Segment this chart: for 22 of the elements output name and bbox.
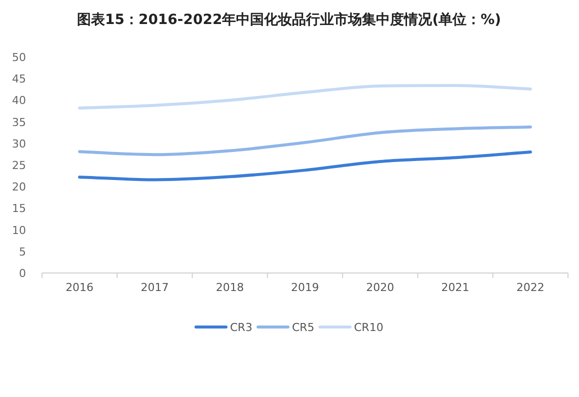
y-tick-label: 10 [12,224,26,237]
y-tick-label: 5 [19,245,26,258]
legend-label: CR3 [230,321,252,334]
x-tick-label: 2016 [66,281,94,294]
y-tick-label: 50 [12,51,26,64]
y-tick-label: 25 [12,159,26,172]
x-tick-label: 2017 [140,281,169,294]
x-tick-label: 2021 [441,281,470,294]
y-tick-label: 20 [12,180,26,194]
x-tick-label: 2020 [366,281,394,294]
title: 图表15：2016-2022年中国化妆品行业市场集中度情况(单位：%) [76,12,502,28]
legend-label: CR5 [292,321,314,334]
y-tick-label: 15 [12,202,26,216]
y-tick-label: 40 [12,94,26,108]
x-tick-label: 2018 [216,281,244,294]
x-tick-label: 2019 [291,281,319,294]
x-tick-label: 2022 [516,281,544,294]
legend-label: CR10 [354,321,384,334]
y-tick-label: 35 [12,116,26,129]
y-tick-label: 30 [12,137,26,150]
y-tick-label: 0 [19,267,26,280]
y-tick-label: 45 [12,72,26,86]
